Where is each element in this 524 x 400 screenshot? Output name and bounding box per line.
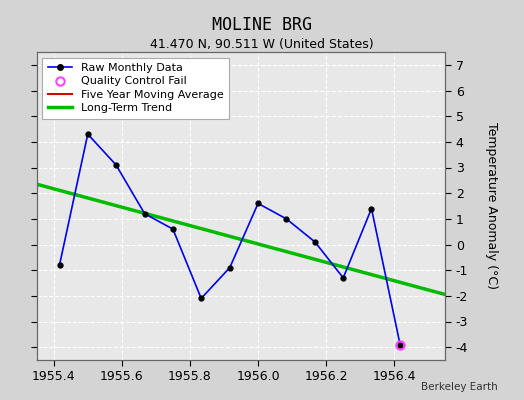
Text: Berkeley Earth: Berkeley Earth (421, 382, 498, 392)
Legend: Raw Monthly Data, Quality Control Fail, Five Year Moving Average, Long-Term Tren: Raw Monthly Data, Quality Control Fail, … (42, 58, 230, 119)
Text: 41.470 N, 90.511 W (United States): 41.470 N, 90.511 W (United States) (150, 38, 374, 51)
Y-axis label: Temperature Anomaly (°C): Temperature Anomaly (°C) (485, 122, 498, 290)
Text: MOLINE BRG: MOLINE BRG (212, 16, 312, 34)
